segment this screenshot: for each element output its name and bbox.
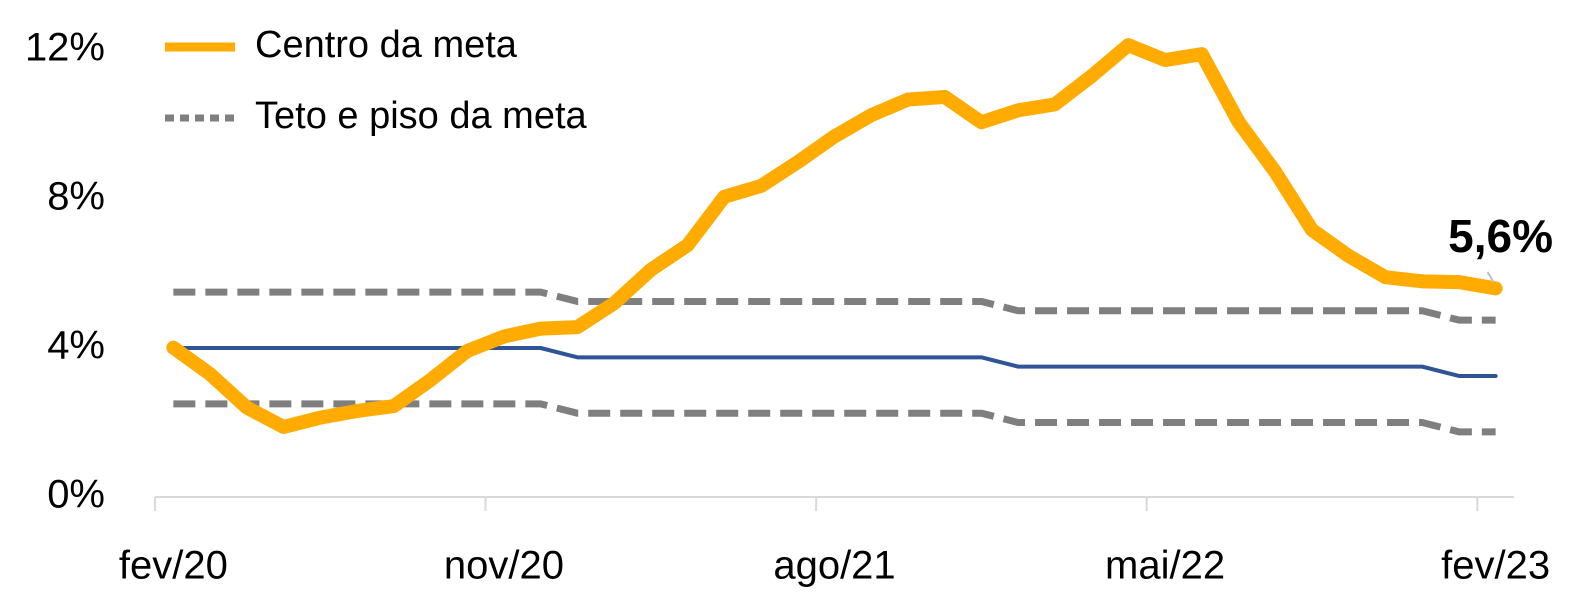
x-tick-label: nov/20 (444, 544, 564, 588)
series-line (173, 400, 1496, 436)
y-tick-label: 12% (25, 26, 105, 70)
x-tick-label: fev/23 (1441, 544, 1550, 588)
x-tick-label: mai/22 (1105, 544, 1225, 588)
y-tick-label: 4% (47, 324, 105, 368)
annotation: 5,6% (1448, 210, 1553, 262)
series-line (173, 288, 1496, 324)
legend-label: Centro da meta (255, 24, 518, 66)
x-tick-label: ago/21 (773, 544, 895, 588)
annotation-leader (1486, 271, 1495, 283)
y-tick-label: 8% (47, 175, 105, 219)
x-tick-label: fev/20 (119, 544, 228, 588)
series-line (166, 38, 1503, 434)
y-tick-label: 0% (47, 473, 105, 517)
legend-label: Teto e piso da meta (255, 95, 588, 137)
series-line (171, 346, 1498, 378)
